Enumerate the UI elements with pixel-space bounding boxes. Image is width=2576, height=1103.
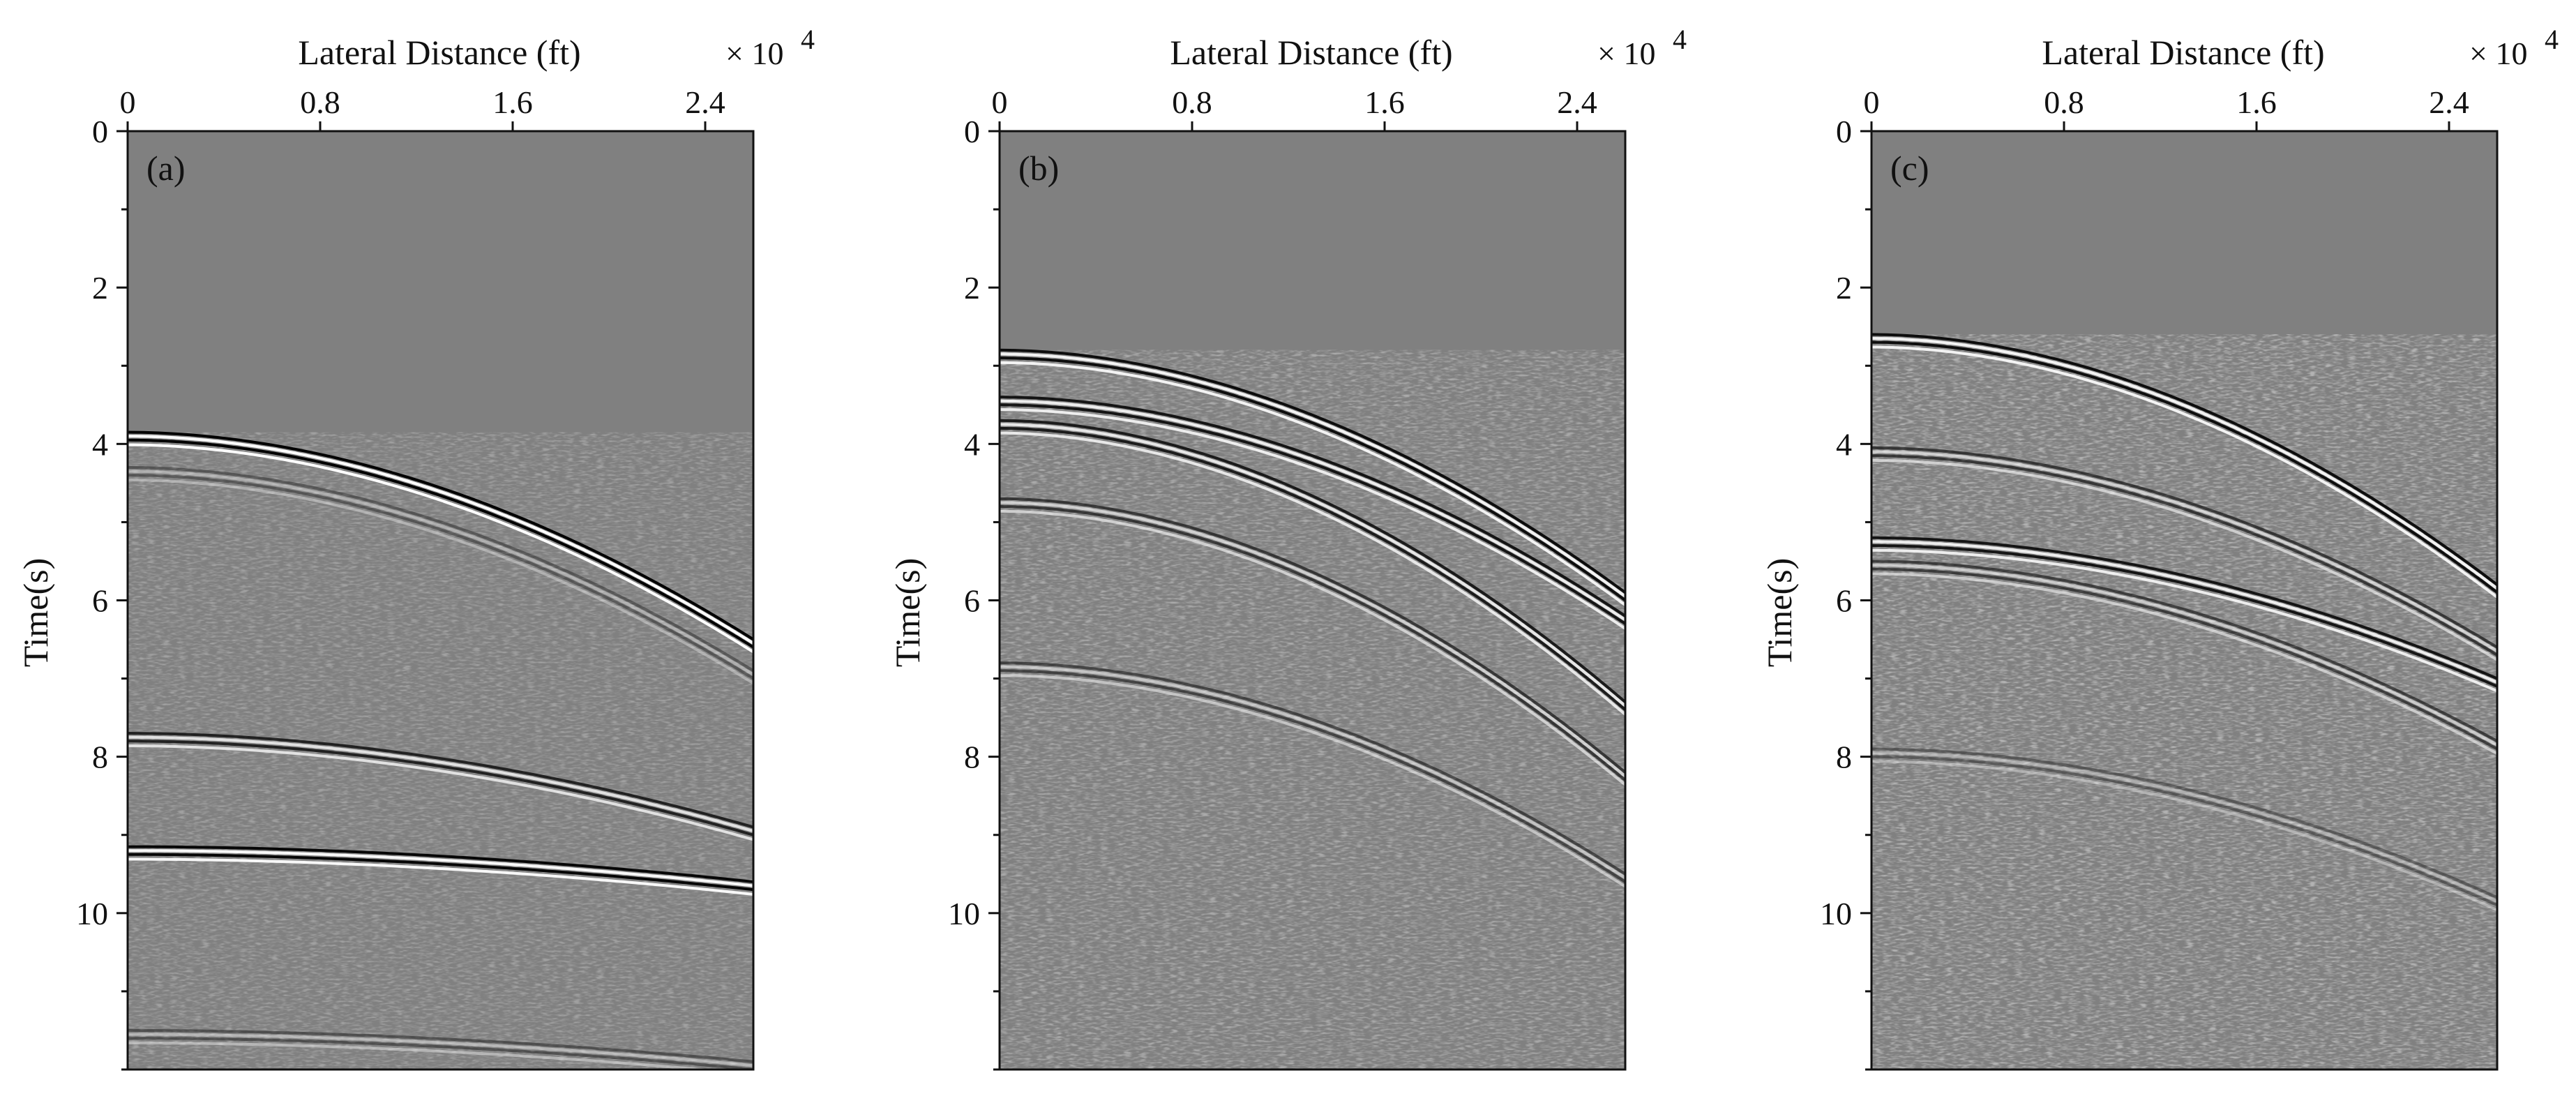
reflection-event xyxy=(1000,396,1625,630)
x-axis-title: Lateral Distance (ft) xyxy=(2042,33,2324,72)
y-tick-label: 2 xyxy=(964,270,980,306)
x-tick-label: 2.4 xyxy=(2429,84,2469,120)
reflection-event xyxy=(1871,333,2497,599)
y-tick-label: 6 xyxy=(92,583,108,619)
x-tick-label: 2.4 xyxy=(685,84,725,120)
panel-b: Lateral Distance (ft) Time(s) × 10 4 0 0.… xyxy=(888,24,1687,1071)
seismic-texture xyxy=(128,432,753,1070)
seismic-image xyxy=(1870,130,2499,1071)
reflection-event xyxy=(1000,419,1625,716)
y-tick-label: 2 xyxy=(92,270,108,306)
x-multiplier-exponent: 4 xyxy=(2545,24,2559,55)
reflection-event xyxy=(128,430,753,654)
reflection-event xyxy=(1000,348,1625,606)
panel-label: (c) xyxy=(1890,149,1929,188)
x-axis-title: Lateral Distance (ft) xyxy=(1170,33,1452,72)
x-multiplier-exponent: 4 xyxy=(801,24,815,55)
x-tick-label: 1.6 xyxy=(2236,84,2277,120)
y-axis-title: Time(s) xyxy=(16,558,55,668)
reflection-event xyxy=(1000,497,1625,786)
x-axis-title: Lateral Distance (ft) xyxy=(298,33,580,72)
x-multiplier: × 10 xyxy=(2469,36,2527,71)
y-tick-label: 2 xyxy=(1836,270,1852,306)
y-tick-label: 0 xyxy=(92,114,108,149)
reflection-event xyxy=(128,1029,753,1070)
x-tick-label: 0.8 xyxy=(300,84,340,120)
panel-c: Lateral Distance (ft) Time(s) × 10 4 0 0.… xyxy=(1760,24,2559,1071)
x-tick-label: 0 xyxy=(1864,84,1880,120)
y-axis-title: Time(s) xyxy=(1760,558,1799,668)
y-axis-title: Time(s) xyxy=(888,558,927,668)
x-tick-label: 1.6 xyxy=(1364,84,1405,120)
axis-ticks: 0 0.8 1.6 2.4 0 2 4 6 8 10 xyxy=(1820,84,2469,1071)
seismic-image xyxy=(998,130,1627,1071)
y-tick-label: 4 xyxy=(1836,426,1852,462)
y-tick-label: 8 xyxy=(92,740,108,775)
y-tick-label: 8 xyxy=(964,740,980,775)
x-tick-label: 0.8 xyxy=(1172,84,1212,120)
seismic-image xyxy=(126,130,755,1071)
panel-label: (b) xyxy=(1018,149,1059,188)
y-tick-label: 10 xyxy=(948,896,980,931)
x-tick-label: 0.8 xyxy=(2044,84,2084,120)
reflection-event xyxy=(128,732,753,841)
seismic-texture xyxy=(1871,334,2497,1070)
y-tick-label: 4 xyxy=(92,426,108,462)
x-multiplier-exponent: 4 xyxy=(1673,24,1687,55)
y-tick-label: 0 xyxy=(964,114,980,149)
y-tick-label: 4 xyxy=(964,426,980,462)
y-tick-label: 0 xyxy=(1836,114,1852,149)
reflection-event xyxy=(1871,536,2497,693)
x-tick-label: 1.6 xyxy=(492,84,533,120)
reflection-event xyxy=(128,845,753,896)
reflection-event xyxy=(1871,446,2497,661)
axis-ticks: 0 0.8 1.6 2.4 0 2 4 6 8 10 xyxy=(948,84,1597,1071)
y-tick-label: 8 xyxy=(1836,740,1852,775)
y-tick-label: 10 xyxy=(1820,896,1852,931)
reflection-event xyxy=(1871,560,2497,755)
x-tick-label: 0 xyxy=(120,84,136,120)
x-multiplier: × 10 xyxy=(1597,36,1655,71)
y-tick-label: 10 xyxy=(76,896,108,931)
x-multiplier: × 10 xyxy=(725,36,783,71)
x-tick-label: 0 xyxy=(992,84,1008,120)
y-tick-label: 6 xyxy=(1836,583,1852,619)
x-tick-label: 2.4 xyxy=(1557,84,1597,120)
axis-ticks: 0 0.8 1.6 2.4 0 2 4 6 8 10 xyxy=(76,84,725,1071)
reflection-event xyxy=(1000,661,1625,888)
y-tick-label: 6 xyxy=(964,583,980,619)
reflection-event xyxy=(128,466,753,685)
panel-label: (a) xyxy=(146,149,186,188)
panel-a: Lateral Distance (ft) Time(s) × 10 4 0 0.… xyxy=(16,24,815,1071)
reflection-event xyxy=(1871,747,2497,912)
